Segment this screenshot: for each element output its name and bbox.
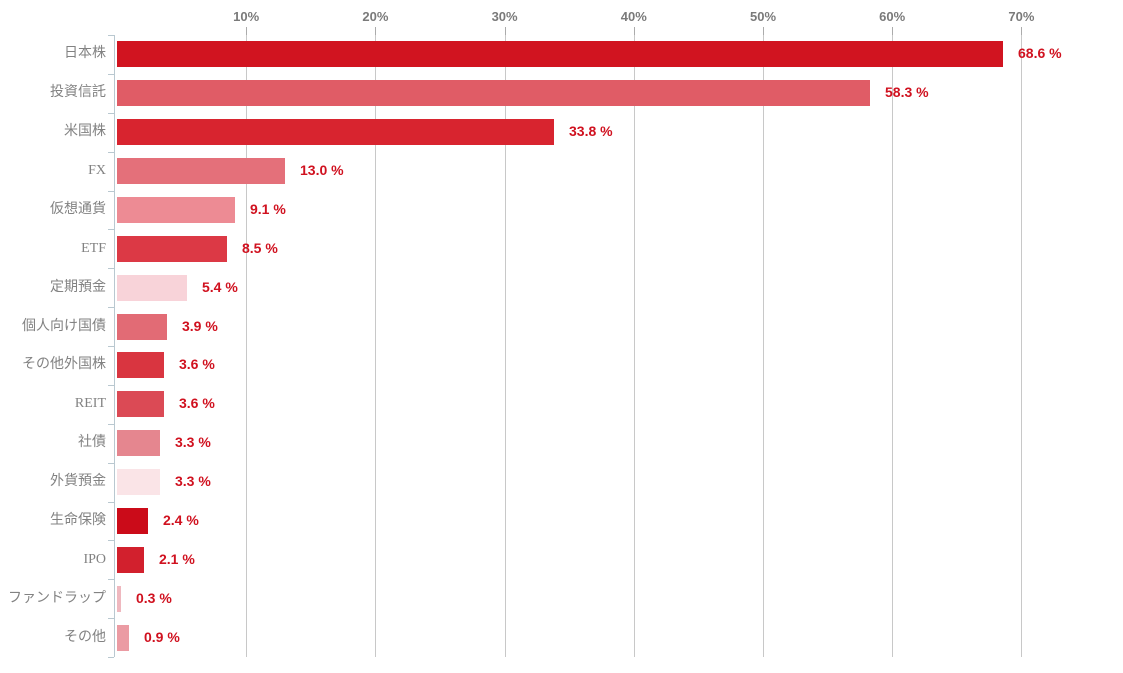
y-axis-tick-mark <box>108 346 114 347</box>
x-axis-tick-mark <box>1021 27 1023 35</box>
category-label: ETF <box>81 241 106 256</box>
bar <box>117 430 160 456</box>
value-label: 0.9 % <box>144 629 180 645</box>
category-label: その他外国株 <box>22 357 106 372</box>
category-label: 投資信託 <box>50 85 106 100</box>
value-label: 68.6 % <box>1018 45 1062 61</box>
value-label: 2.1 % <box>159 551 195 567</box>
x-axis-tick-mark <box>633 27 635 35</box>
x-axis-tick-label: 60% <box>879 9 906 24</box>
bar <box>117 391 164 417</box>
gridline <box>763 35 764 657</box>
y-axis-tick-mark <box>108 502 114 503</box>
bar <box>117 158 285 184</box>
value-label: 0.3 % <box>136 590 172 606</box>
bar <box>117 547 144 573</box>
y-axis-tick-mark <box>108 385 114 386</box>
y-axis-tick-mark <box>108 579 114 580</box>
value-label: 3.9 % <box>182 318 218 334</box>
gridline <box>1021 35 1023 657</box>
value-label: 58.3 % <box>885 84 929 100</box>
gridline <box>504 35 506 657</box>
x-axis-tick-mark <box>504 27 506 35</box>
x-axis-tick-label: 10% <box>233 9 260 24</box>
y-axis-tick-mark <box>108 74 114 75</box>
category-label: 個人向け国債 <box>22 319 106 334</box>
y-axis-tick-mark <box>108 229 114 230</box>
y-axis-tick-mark <box>108 618 114 619</box>
y-axis-tick-mark <box>108 152 114 153</box>
x-axis-tick-label: 30% <box>491 9 518 24</box>
bar <box>117 314 167 340</box>
y-axis-tick-mark <box>108 35 114 36</box>
gridline <box>633 35 635 657</box>
bar <box>117 197 235 223</box>
bar <box>117 469 160 495</box>
x-axis-tick-label: 50% <box>749 9 777 24</box>
x-axis-tick-label: 40% <box>620 9 647 24</box>
value-label: 3.6 % <box>179 395 215 411</box>
value-label: 3.3 % <box>175 434 211 450</box>
category-label: 仮想通貨 <box>50 202 106 217</box>
value-label: 13.0 % <box>300 162 344 178</box>
category-label: REIT <box>74 396 106 411</box>
y-axis-line <box>114 35 115 657</box>
category-label: IPO <box>83 552 106 567</box>
y-axis-tick-mark <box>108 540 114 541</box>
value-label: 3.6 % <box>179 356 215 372</box>
category-label: 米国株 <box>64 124 106 139</box>
category-label: 日本株 <box>64 46 106 61</box>
x-axis-tick-label: 20% <box>362 9 389 24</box>
bar <box>117 119 554 145</box>
value-label: 3.3 % <box>175 473 211 489</box>
category-label: FX <box>88 163 106 178</box>
x-axis-tick-mark <box>375 27 377 35</box>
y-axis-tick-mark <box>108 424 114 425</box>
value-label: 8.5 % <box>242 240 278 256</box>
value-label: 2.4 % <box>163 512 199 528</box>
category-label: 外貨預金 <box>50 474 106 489</box>
bar <box>117 508 148 534</box>
value-label: 5.4 % <box>202 279 238 295</box>
x-axis-tick-mark <box>246 27 248 35</box>
gridline <box>246 35 248 657</box>
bar <box>117 41 1003 67</box>
category-label: ファンドラップ <box>8 591 106 606</box>
y-axis-tick-mark <box>108 268 114 269</box>
bar <box>117 352 164 378</box>
value-label: 9.1 % <box>250 201 286 217</box>
category-label: 定期預金 <box>50 280 106 295</box>
value-label: 33.8 % <box>569 123 613 139</box>
x-axis-tick-mark <box>892 27 894 35</box>
x-axis-tick-label: 70% <box>1008 9 1035 24</box>
bar <box>117 80 870 106</box>
bar <box>117 236 227 262</box>
y-axis-tick-mark <box>108 463 114 464</box>
x-axis-tick-mark <box>763 27 764 35</box>
y-axis-tick-mark <box>108 191 114 192</box>
bar <box>117 275 187 301</box>
gridline <box>892 35 894 657</box>
gridline <box>375 35 377 657</box>
category-label: 社債 <box>78 435 106 450</box>
bar <box>117 586 121 612</box>
y-axis-tick-mark <box>108 307 114 308</box>
bar <box>117 625 129 651</box>
y-axis-tick-mark <box>108 113 114 114</box>
category-label: その他 <box>64 630 106 645</box>
y-axis-tick-mark <box>108 657 114 658</box>
category-label: 生命保険 <box>50 513 106 528</box>
